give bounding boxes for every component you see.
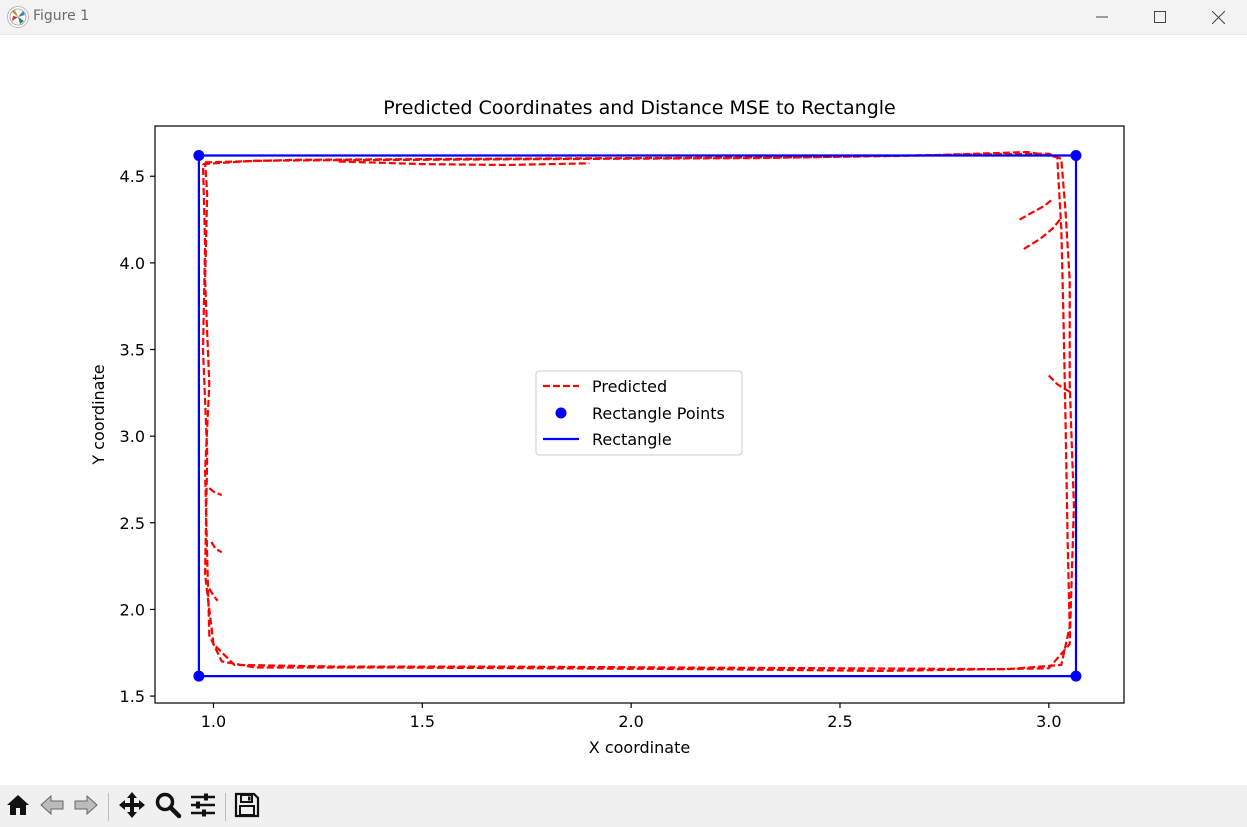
zoom-magnifier-icon bbox=[154, 791, 182, 823]
x-tick-label: 2.0 bbox=[618, 712, 643, 731]
rectangle-point-marker bbox=[1070, 670, 1082, 682]
minimize-icon bbox=[1096, 11, 1108, 23]
legend-box bbox=[535, 370, 743, 456]
save-floppy-icon bbox=[233, 791, 261, 823]
minimize-button[interactable] bbox=[1073, 0, 1131, 34]
predicted-trace-line bbox=[208, 487, 223, 497]
y-tick-label: 4.0 bbox=[120, 254, 145, 273]
legend-rectangle-points-swatch bbox=[555, 407, 567, 419]
pan-button[interactable] bbox=[118, 791, 146, 823]
y-tick-label: 3.5 bbox=[120, 341, 145, 360]
back-arrow-icon bbox=[39, 792, 65, 822]
forward-button[interactable] bbox=[72, 793, 100, 821]
y-tick-label: 1.5 bbox=[120, 687, 145, 706]
rectangle-point-marker bbox=[1070, 149, 1082, 161]
axes-frame bbox=[154, 125, 1125, 704]
predicted-trace-line bbox=[338, 160, 590, 167]
x-tick-label: 1.0 bbox=[201, 712, 226, 731]
chart-title: Predicted Coordinates and Distance MSE t… bbox=[383, 97, 896, 119]
predicted-trace-line bbox=[1048, 374, 1073, 394]
predicted-trace-line bbox=[201, 150, 1071, 671]
navigation-toolbar bbox=[0, 785, 1247, 827]
matplotlib-app-icon bbox=[7, 6, 29, 28]
predicted-trace-line bbox=[210, 541, 223, 554]
close-icon bbox=[1211, 10, 1225, 24]
y-tick-label: 2.5 bbox=[120, 514, 145, 533]
home-button[interactable] bbox=[4, 793, 32, 821]
rectangle-point-marker bbox=[193, 670, 205, 682]
save-button[interactable] bbox=[233, 791, 261, 823]
x-tick-label: 1.5 bbox=[410, 712, 435, 731]
x-tick-label: 2.5 bbox=[827, 712, 852, 731]
predicted-trace-line bbox=[1019, 197, 1054, 221]
y-tick-label: 2.0 bbox=[120, 600, 145, 619]
toolbar-separator bbox=[108, 793, 109, 821]
close-button[interactable] bbox=[1189, 0, 1247, 34]
predicted-trace-line bbox=[1023, 217, 1063, 250]
zoom-button[interactable] bbox=[154, 791, 182, 823]
window-titlebar: Figure 1 bbox=[0, 0, 1247, 35]
configure-subplots-icon bbox=[189, 791, 217, 823]
back-button[interactable] bbox=[38, 793, 66, 821]
x-tick-label: 3.0 bbox=[1036, 712, 1061, 731]
window-title: Figure 1 bbox=[33, 8, 90, 24]
rectangle-point-marker bbox=[193, 149, 205, 161]
y-tick-label: 3.0 bbox=[120, 427, 145, 446]
y-axis-label: Y coordinate bbox=[89, 364, 108, 465]
legend-entry-label: Rectangle bbox=[592, 430, 672, 449]
x-axis-label: X coordinate bbox=[589, 738, 690, 757]
home-icon bbox=[5, 792, 31, 822]
maximize-icon bbox=[1154, 11, 1166, 23]
configure-subplots-button[interactable] bbox=[189, 793, 217, 821]
plot-chart: Predicted Coordinates and Distance MSE t… bbox=[89, 97, 1125, 757]
predicted-trace-line bbox=[208, 588, 219, 602]
maximize-button[interactable] bbox=[1131, 0, 1189, 34]
pan-move-icon bbox=[118, 791, 146, 823]
forward-arrow-icon bbox=[73, 792, 99, 822]
figure-canvas[interactable]: Predicted Coordinates and Distance MSE t… bbox=[0, 35, 1247, 785]
predicted-trace-line bbox=[203, 152, 1076, 673]
legend-entry-label: Predicted bbox=[592, 377, 667, 396]
toolbar-separator bbox=[225, 793, 226, 821]
y-tick-label: 4.5 bbox=[120, 167, 145, 186]
legend-entry-label: Rectangle Points bbox=[592, 404, 725, 423]
